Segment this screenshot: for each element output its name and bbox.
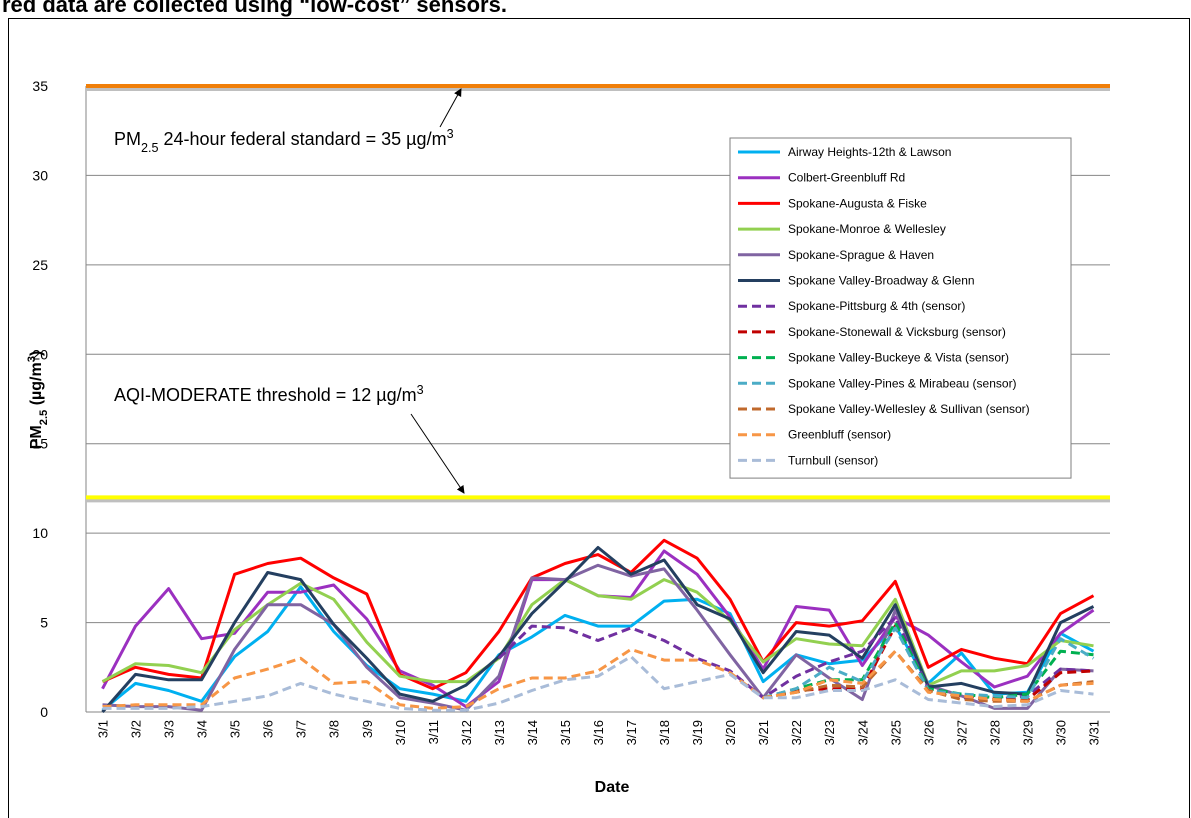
legend-label: Spokane-Augusta & Fiske (788, 196, 927, 210)
text-part: (µg/m (28, 362, 45, 409)
x-tick-label: 3/16 (591, 720, 606, 745)
text-part: PM (28, 425, 45, 449)
annotation-arrow (410, 413, 465, 494)
x-tick-label: 3/27 (954, 720, 969, 745)
text-part: 3 (447, 127, 454, 141)
x-tick-label: 3/29 (1020, 720, 1035, 745)
x-tick-label: 3/17 (624, 720, 639, 745)
x-tick-label: 3/7 (294, 720, 309, 738)
legend-label: Turnbull (sensor) (788, 453, 878, 467)
legend-label: Airway Heights-12th & Lawson (788, 145, 951, 159)
x-tick-label: 3/12 (459, 720, 474, 745)
series-line (102, 563, 1094, 712)
x-tick-label: 3/14 (525, 720, 540, 745)
annotation: PM2.5 24-hour federal standard = 35 µg/m… (114, 127, 454, 155)
x-tick-label: 3/13 (492, 720, 507, 745)
x-tick-label: 3/24 (855, 720, 870, 745)
y-tick-label: 5 (40, 615, 48, 631)
text-part: PM (114, 129, 141, 149)
x-tick-label: 3/20 (723, 720, 738, 745)
x-tick-label: 3/28 (987, 720, 1002, 745)
legend-label: Spokane-Sprague & Haven (788, 248, 934, 262)
y-tick-label: 35 (32, 78, 48, 94)
y-tick-label: 25 (32, 257, 48, 273)
text-part: 3 (26, 356, 38, 362)
y-tick-label: 15 (32, 436, 48, 452)
legend-label: Greenbluff (sensor) (788, 428, 891, 442)
legend-label: Spokane Valley-Buckeye & Vista (sensor) (788, 351, 1009, 365)
text-part: 3 (417, 383, 424, 397)
y-tick-label: 10 (32, 525, 48, 541)
text-part: ) (28, 351, 45, 356)
legend-label: Spokane Valley-Broadway & Glenn (788, 274, 975, 288)
legend-label: Spokane-Monroe & Wellesley (788, 222, 946, 236)
x-tick-label: 3/19 (690, 720, 705, 745)
x-tick-label: 3/25 (888, 720, 903, 745)
x-tick-label: 3/4 (195, 720, 210, 738)
x-tick-label: 3/23 (822, 720, 837, 745)
y-tick-label: 0 (40, 704, 48, 720)
x-tick-label: 3/26 (921, 720, 936, 745)
x-tick-label: 3/31 (1086, 720, 1101, 745)
legend-label: Spokane Valley-Wellesley & Sullivan (sen… (788, 402, 1030, 416)
text-part: 2.5 (38, 410, 50, 426)
legend-box (729, 137, 1072, 479)
legend-label: Colbert-Greenbluff Rd (788, 171, 905, 185)
x-tick-label: 3/18 (657, 720, 672, 745)
series-line (101, 546, 1095, 713)
x-tick-label: 3/8 (327, 720, 342, 738)
chart-frame (8, 18, 1190, 818)
y-tick-label: 20 (32, 346, 48, 362)
x-tick-label: 3/30 (1053, 720, 1068, 745)
text-part: AQI-MODERATE threshold = 12 µg/m (114, 385, 417, 405)
x-axis-title: Date (595, 779, 630, 796)
x-tick-label: 3/3 (162, 720, 177, 738)
legend-label: Spokane-Pittsburg & 4th (sensor) (788, 299, 965, 313)
y-axis-title: PM2.5 (µg/m3) (26, 351, 50, 450)
text-part: 2.5 (141, 141, 159, 155)
y-tick-label: 30 (32, 167, 48, 183)
x-tick-label: 3/6 (261, 720, 276, 738)
series-line (101, 538, 1095, 691)
x-tick-label: 3/9 (360, 720, 375, 738)
series-line (102, 647, 1094, 710)
x-tick-label: 3/11 (426, 720, 441, 744)
legend-label: Spokane Valley-Pines & Mirabeau (sensor) (788, 376, 1017, 390)
x-tick-label: 3/2 (129, 720, 144, 738)
x-tick-label: 3/22 (789, 720, 804, 745)
x-tick-label: 3/15 (558, 720, 573, 745)
legend-label: Spokane-Stonewall & Vicksburg (sensor) (788, 325, 1006, 339)
x-tick-label: 3/1 (96, 720, 111, 738)
text-part: 24-hour federal standard = 35 µg/m (159, 129, 447, 149)
x-tick-label: 3/10 (393, 720, 408, 745)
x-tick-label: 3/21 (756, 720, 771, 745)
annotation: AQI-MODERATE threshold = 12 µg/m3 (114, 383, 424, 405)
annotation-arrow (439, 88, 462, 128)
series-line (102, 655, 1094, 712)
x-tick-label: 3/5 (228, 720, 243, 738)
header-text: red data are collected using “low-cost” … (2, 0, 507, 17)
